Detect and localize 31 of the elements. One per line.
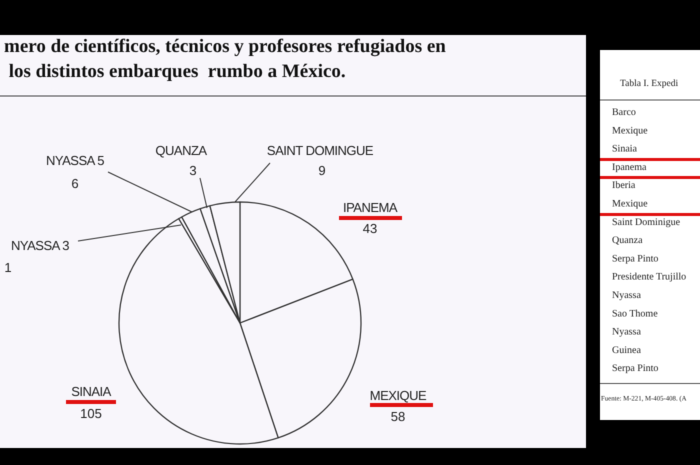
- slice-label: MEXIQUE: [370, 388, 428, 403]
- text: Guinea: [612, 344, 642, 356]
- text: Barco: [612, 107, 636, 118]
- text: Quanza: [612, 235, 644, 246]
- text: Saint Dominigue: [612, 216, 681, 228]
- text: Nyassa: [612, 326, 642, 338]
- text: Nyassa: [612, 290, 642, 301]
- slice-label: NYASSA 5: [46, 153, 104, 168]
- data-label: 6: [71, 176, 79, 191]
- data-label: 105: [80, 406, 102, 421]
- text: Serpa Pinto: [612, 363, 658, 374]
- slice-label: SINAIA: [71, 384, 112, 399]
- data-label: 3: [189, 163, 197, 178]
- text: Presidente Trujillo: [612, 272, 686, 283]
- text: Tabla I. Expedi: [620, 79, 679, 89]
- text: Iberia: [612, 180, 636, 192]
- text: Sao Thome: [612, 308, 658, 320]
- data-label: 43: [362, 221, 378, 236]
- data-label: 58: [390, 409, 406, 424]
- text: Mexique: [612, 125, 648, 136]
- slice-label: SAINT DOMINGUE: [266, 143, 374, 158]
- slice-label: QUANZA: [155, 143, 208, 158]
- slice-label: IPANEMA: [342, 200, 398, 215]
- text: Ipanema: [612, 162, 647, 173]
- text: Sinaia: [612, 144, 638, 155]
- text: Serpa Pinto: [612, 253, 658, 264]
- text: Mexique: [612, 198, 648, 210]
- data-label: 9: [318, 163, 326, 178]
- data-label: 1: [4, 260, 12, 275]
- slice-label: NYASSA 3: [11, 238, 70, 253]
- chart-title: mero de científicos, técnicos y profesores refugiados en los distintos embarques rumbo a México.: [4, 36, 446, 82]
